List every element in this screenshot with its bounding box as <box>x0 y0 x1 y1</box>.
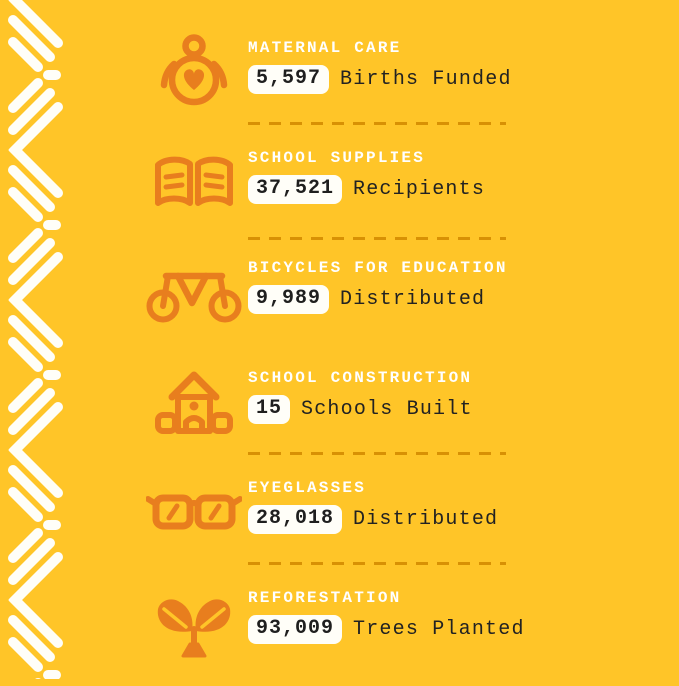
stat-value-badge: 5,597 <box>248 65 330 94</box>
stat-title: BICYCLES FOR EDUCATION <box>248 259 508 277</box>
stat-title: SCHOOL CONSTRUCTION <box>248 369 473 387</box>
dashed-divider <box>248 562 506 565</box>
stat-row-reforestation: REFORESTATION 93,009 Trees Planted <box>140 576 679 686</box>
stat-value-badge: 37,521 <box>248 175 343 204</box>
stat-title: SCHOOL SUPPLIES <box>248 149 426 167</box>
dashed-divider <box>248 122 506 125</box>
bicycle-icon <box>140 246 248 338</box>
stat-unit-label: Distributed <box>353 507 499 531</box>
stat-row-school-supplies: SCHOOL SUPPLIES 37,521 Recipients <box>140 136 679 246</box>
stat-unit-label: Distributed <box>340 287 486 311</box>
stat-row-eyeglasses: EYEGLASSES 28,018 Distributed <box>140 466 679 576</box>
stat-unit-label: Schools Built <box>301 397 473 421</box>
stat-title: EYEGLASSES <box>248 479 367 497</box>
maternal-care-icon <box>140 26 248 118</box>
impact-stats-list: MATERNAL CARE 5,597 Births Funded SC <box>140 26 679 686</box>
stat-unit-label: Births Funded <box>340 67 512 91</box>
herringbone-pattern-decoration <box>6 0 63 679</box>
dashed-divider <box>248 452 506 455</box>
stat-unit-label: Recipients <box>353 177 486 201</box>
dashed-divider <box>248 237 506 240</box>
stat-value-badge: 28,018 <box>248 505 343 534</box>
stat-value-badge: 9,989 <box>248 285 330 314</box>
school-supplies-icon <box>140 136 248 228</box>
stat-title: REFORESTATION <box>248 589 402 607</box>
stat-row-maternal-care: MATERNAL CARE 5,597 Births Funded <box>140 26 679 136</box>
school-building-icon <box>140 356 248 448</box>
stat-title: MATERNAL CARE <box>248 39 402 57</box>
stat-row-bicycles: BICYCLES FOR EDUCATION 9,989 Distributed <box>140 246 679 356</box>
sprout-icon <box>140 576 248 668</box>
eyeglasses-icon <box>140 466 248 558</box>
stat-row-school-construction: SCHOOL CONSTRUCTION 15 Schools Built <box>140 356 679 466</box>
stat-value-badge: 93,009 <box>248 615 343 644</box>
stat-unit-label: Trees Planted <box>353 617 525 641</box>
stat-value-badge: 15 <box>248 395 291 424</box>
